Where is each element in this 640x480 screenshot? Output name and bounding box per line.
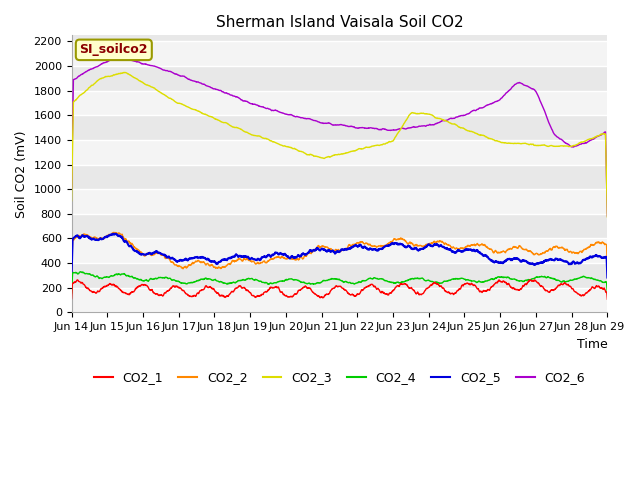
Bar [72,91,607,115]
CO2_5 [588,254,596,260]
CO2_5 [68,273,76,279]
CO2_4 [77,269,84,275]
CO2_6 [588,137,596,143]
CO2_1 [588,284,596,290]
CO2_6 [604,213,611,219]
CO2_2 [328,247,336,253]
CO2_4 [68,290,76,296]
CO2_3 [121,70,129,75]
CO2_6 [68,185,76,191]
Legend: CO2_1, CO2_2, CO2_3, CO2_4, CO2_5, CO2_6: CO2_1, CO2_2, CO2_3, CO2_4, CO2_5, CO2_6 [89,366,590,389]
CO2_3 [314,154,322,160]
CO2_6 [314,119,322,125]
CO2_5 [95,237,102,243]
CO2_2 [110,229,118,235]
CO2_6 [328,122,336,128]
CO2_1 [490,283,497,288]
CO2_1 [604,296,611,302]
CO2_3 [68,198,76,204]
CO2_4 [95,276,103,281]
Line: CO2_6: CO2_6 [72,56,607,216]
Line: CO2_4: CO2_4 [72,272,607,293]
CO2_1 [95,289,102,295]
CO2_4 [490,276,497,282]
CO2_4 [314,280,322,286]
CO2_4 [588,276,596,281]
CO2_5 [314,245,322,251]
Title: Sherman Island Vaisala Soil CO2: Sherman Island Vaisala Soil CO2 [216,15,463,30]
CO2_3 [588,136,596,142]
CO2_5 [490,259,497,265]
Bar [72,165,607,189]
CO2_6 [95,63,102,69]
CO2_4 [328,276,336,282]
CO2_2 [588,241,596,247]
Bar [72,66,607,91]
CO2_3 [490,137,497,143]
CO2_1 [495,277,503,283]
CO2_2 [68,273,76,279]
CO2_2 [95,236,102,241]
CO2_1 [328,286,336,292]
CO2_1 [588,285,596,290]
Bar [72,189,607,214]
CO2_2 [588,242,596,248]
Bar [72,288,607,312]
CO2_3 [328,153,336,159]
CO2_2 [314,243,322,249]
CO2_2 [604,267,611,273]
CO2_1 [68,296,76,301]
CO2_5 [588,254,596,260]
Line: CO2_1: CO2_1 [72,280,607,299]
CO2_6 [490,100,497,106]
CO2_5 [328,248,336,254]
Line: CO2_3: CO2_3 [72,72,607,217]
CO2_2 [490,250,497,256]
CO2_1 [314,293,322,299]
CO2_5 [604,275,611,280]
CO2_5 [110,231,118,237]
Y-axis label: Soil CO2 (mV): Soil CO2 (mV) [15,130,28,217]
CO2_3 [588,136,596,142]
CO2_4 [588,275,596,281]
CO2_4 [604,290,611,296]
Bar [72,214,607,239]
CO2_3 [95,77,102,83]
Line: CO2_5: CO2_5 [72,234,607,277]
Bar [72,239,607,263]
Bar [72,41,607,66]
Line: CO2_2: CO2_2 [72,232,607,276]
Bar [72,115,607,140]
Bar [72,263,607,288]
Bar [72,140,607,165]
CO2_6 [114,53,122,59]
CO2_3 [604,214,611,220]
X-axis label: Time: Time [577,337,607,351]
Text: SI_soilco2: SI_soilco2 [79,43,148,56]
CO2_6 [588,137,596,143]
